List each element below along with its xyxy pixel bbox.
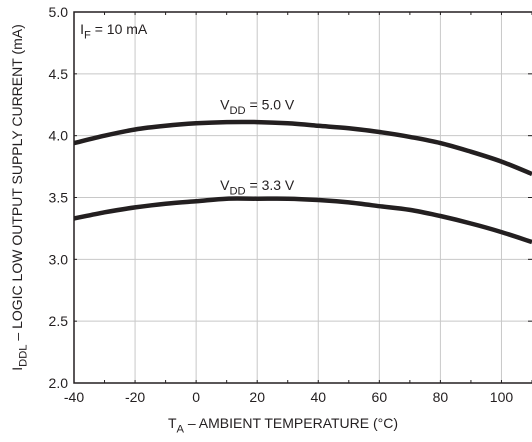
x-axis-label: TA – AMBIENT TEMPERATURE (°C): [168, 415, 398, 435]
tick-labels: -40 -20 0 20 40 60 80 100 2.0 2.5 3.0 3.5 4.0 4.5 5.0: [49, 4, 514, 405]
x-tick-label: 80: [433, 389, 449, 405]
annotations: TA – AMBIENT TEMPERATURE (°C) IDDL – LOGI…: [9, 21, 398, 435]
x-tick-label: 60: [372, 389, 388, 405]
series-lines: [73, 119, 532, 245]
x-tick-label: 0: [192, 389, 200, 405]
x-tick-label: -40: [64, 389, 84, 405]
y-tick-label: 2.5: [49, 313, 69, 329]
y-tick-label: 3.5: [49, 190, 69, 206]
y-tick-label: 3.0: [49, 251, 69, 267]
x-tick-label: -20: [125, 389, 145, 405]
y-axis-label-group: IDDL – LOGIC LOW OUTPUT SUPPLY CURRENT (…: [9, 24, 29, 371]
y-tick-label: 2.0: [49, 375, 69, 391]
plot-frame: [73, 11, 532, 384]
series-line-2: [73, 196, 532, 245]
series-label-1: VDD = 5.0 V: [220, 97, 295, 117]
y-tick-label: 4.0: [49, 128, 69, 144]
y-axis-label: IDDL – LOGIC LOW OUTPUT SUPPLY CURRENT (…: [9, 24, 29, 371]
series-line-1: [73, 119, 532, 177]
x-tick-label: 40: [310, 389, 326, 405]
y-tick-label: 4.5: [49, 66, 69, 82]
y-tick-label: 5.0: [49, 4, 69, 20]
series-label-2: VDD = 3.3 V: [220, 177, 295, 197]
x-tick-label: 20: [249, 389, 265, 405]
x-tick-label: 100: [490, 389, 514, 405]
grid: [73, 11, 532, 384]
condition-label: IF = 10 mA: [80, 21, 148, 41]
